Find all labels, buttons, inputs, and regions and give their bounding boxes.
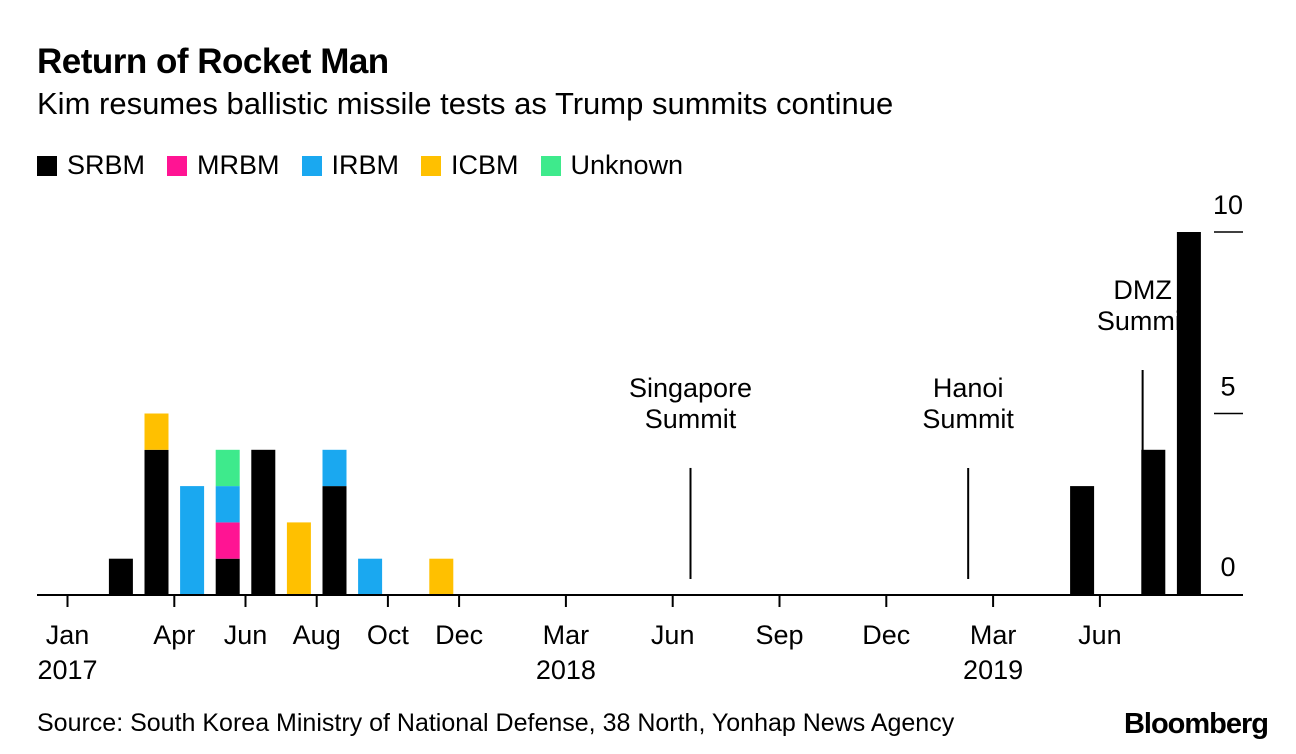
annotation-text-1-1: Summit — [922, 404, 1014, 434]
bar-srbm-m30 — [1141, 449, 1166, 595]
legend-swatch-mrbm — [167, 155, 188, 176]
bar-srbm-m2 — [144, 449, 169, 595]
legend-label-irbm: IRBM — [331, 150, 400, 180]
x-year-label-2019: 2019 — [963, 655, 1023, 685]
bar-irbm-m3 — [180, 486, 205, 595]
x-axis: Jan 2017 Apr Jun Aug Oct Dec Mar 2018 Jun Sep Dec Ma… — [37, 594, 1243, 685]
annotation-text-0-0: Singapore — [629, 373, 752, 403]
bars-group — [108, 232, 1201, 595]
chart-title: Return of Rocket Man — [37, 42, 389, 81]
source-note: Source: South Korea Ministry of National… — [37, 709, 955, 737]
bar-srbm-m31 — [1176, 232, 1201, 595]
y-tick-label-5: 5 — [1220, 372, 1235, 402]
x-tick-label-1: Apr — [153, 620, 195, 650]
bar-icbm-m10 — [429, 558, 454, 595]
legend: SRBM MRBM IRBM ICBM Unknown — [37, 150, 705, 181]
annotation-text-2-0: DMZ — [1113, 275, 1171, 305]
legend-item-srbm: SRBM — [37, 150, 145, 181]
x-year-label-2018: 2018 — [536, 655, 596, 685]
legend-swatch-irbm — [301, 155, 322, 176]
x-tick-label-5: Dec — [435, 620, 483, 650]
legend-swatch-unknown — [540, 155, 561, 176]
y-tick-label-10: 10 — [1213, 190, 1243, 220]
x-tick-label-4: Oct — [367, 620, 410, 650]
bar-icbm-m2 — [144, 413, 169, 450]
x-tick-label-10: Mar — [970, 620, 1017, 650]
bar-irbm-m4 — [215, 486, 240, 523]
bar-irbm-m7 — [322, 449, 347, 487]
x-tick-label-3: Aug — [293, 620, 341, 650]
x-tick-label-11: Jun — [1078, 620, 1122, 650]
legend-swatch-srbm — [37, 155, 57, 176]
legend-label-srbm: SRBM — [67, 150, 146, 180]
x-tick-label-0: Jan — [46, 620, 90, 650]
chart-subtitle: Kim resumes ballistic missile tests as T… — [37, 86, 894, 121]
bar-srbm-m7 — [322, 486, 347, 595]
legend-item-irbm: IRBM — [301, 150, 400, 181]
legend-swatch-icbm — [421, 155, 442, 176]
bar-mrbm-m4 — [215, 522, 240, 559]
x-year-label-2017: 2017 — [37, 655, 97, 685]
x-tick-label-6: Mar — [543, 620, 590, 650]
bar-irbm-m8 — [358, 558, 383, 595]
legend-label-icbm: ICBM — [451, 150, 519, 180]
annotation-text-2-1: Summit — [1097, 306, 1189, 336]
x-tick-label-7: Jun — [651, 620, 695, 650]
annotation-text-1-0: Hanoi — [933, 373, 1004, 403]
bar-srbm-m5 — [251, 449, 276, 595]
y-axis: 0 5 10 — [1213, 190, 1243, 582]
bar-icbm-m6 — [286, 522, 311, 595]
bar-srbm-m4 — [215, 558, 240, 595]
legend-item-mrbm: MRBM — [167, 150, 280, 181]
legend-item-unknown: Unknown — [540, 150, 684, 181]
bar-srbm-m28 — [1070, 486, 1095, 595]
y-tick-label-0: 0 — [1220, 552, 1235, 582]
legend-label-mrbm: MRBM — [197, 150, 280, 180]
bloomberg-logo: Bloomberg — [1123, 708, 1269, 740]
x-tick-label-9: Dec — [862, 620, 910, 650]
legend-label-unknown: Unknown — [570, 150, 684, 180]
bar-srbm-m1 — [108, 558, 133, 595]
x-tick-label-8: Sep — [755, 620, 803, 650]
x-tick-label-2: Jun — [224, 620, 268, 650]
legend-item-icbm: ICBM — [421, 150, 519, 181]
bar-unknown-m4 — [215, 449, 240, 487]
annotation-text-0-1: Summit — [645, 404, 737, 434]
